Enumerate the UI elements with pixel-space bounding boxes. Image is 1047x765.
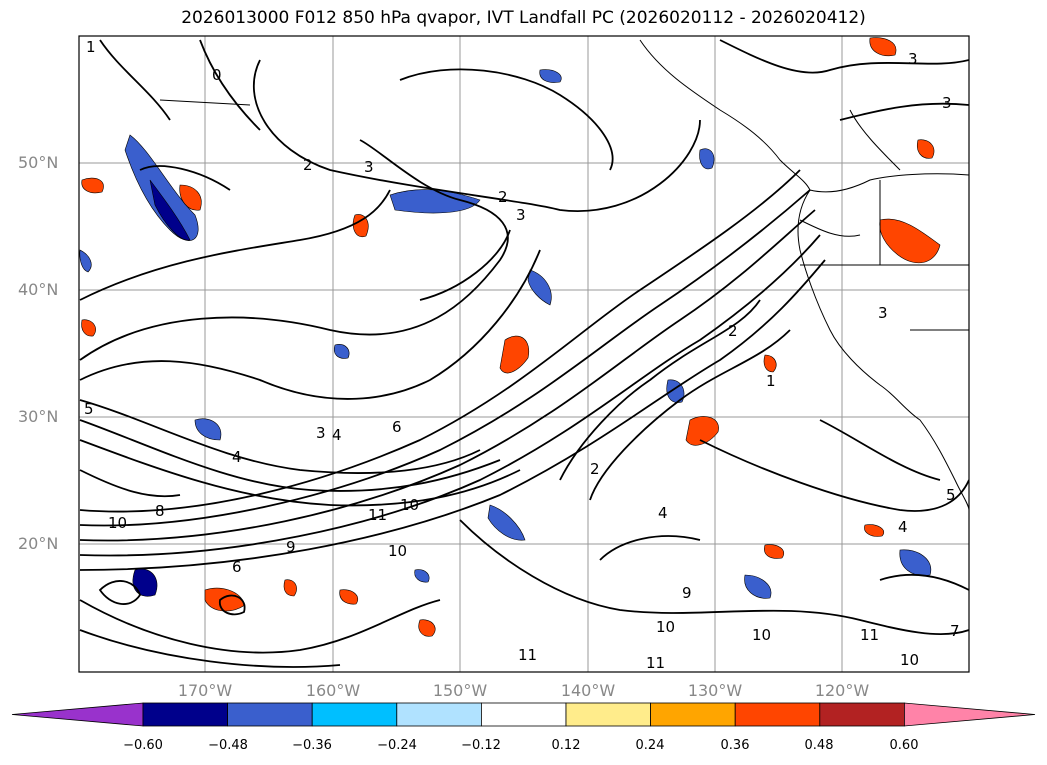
lon-label-170w: 170°W bbox=[177, 681, 233, 700]
colorbar-cell bbox=[819, 702, 905, 727]
contour-label: 4 bbox=[332, 426, 342, 444]
colorbar-tick-label: 0.48 bbox=[804, 738, 834, 753]
lat-label-30n: 30°N bbox=[18, 407, 59, 426]
colorbar-extend-high bbox=[904, 702, 1036, 727]
contour-label: 0 bbox=[212, 66, 222, 84]
colorbar-tick-label: 0.24 bbox=[635, 738, 665, 753]
colorbar-cell bbox=[227, 702, 313, 727]
contour-label: 3 bbox=[516, 206, 526, 224]
qvapor-positive-patches bbox=[81, 37, 941, 637]
colorbar-cell bbox=[650, 702, 736, 727]
colorbar-cell bbox=[311, 702, 398, 727]
colorbar-cell bbox=[734, 702, 821, 727]
contour-label: 3 bbox=[316, 424, 326, 442]
contour-label: 2 bbox=[498, 188, 508, 206]
lon-label-130w: 130°W bbox=[687, 681, 743, 700]
map-area bbox=[79, 36, 969, 672]
contour-label: 5 bbox=[84, 400, 94, 418]
contour-label: 4 bbox=[658, 504, 668, 522]
contour-label: 9 bbox=[682, 584, 692, 602]
lon-label-140w: 140°W bbox=[560, 681, 616, 700]
colorbar-cell bbox=[565, 702, 651, 727]
colorbar-tick-label: 0.12 bbox=[551, 738, 581, 753]
ivt-contours bbox=[79, 39, 969, 668]
contour-label: 1 bbox=[86, 38, 96, 56]
contour-label: 4 bbox=[898, 518, 908, 536]
contour-label: 11 bbox=[518, 646, 537, 664]
contour-label: 1 bbox=[766, 372, 776, 390]
map-title: 2026013000 F012 850 hPa qvapor, IVT Land… bbox=[181, 8, 866, 28]
graticule bbox=[79, 36, 969, 672]
colorbar-tick-label: −0.48 bbox=[208, 738, 248, 753]
contour-label: 10 bbox=[400, 496, 419, 514]
contour-label: 3 bbox=[878, 304, 888, 322]
colorbar-cell bbox=[396, 702, 482, 727]
lat-label-40n: 40°N bbox=[18, 280, 59, 299]
contour-label: 2 bbox=[728, 322, 738, 340]
contour-label: 3 bbox=[908, 50, 918, 68]
lat-label-20n: 20°N bbox=[18, 534, 59, 553]
contour-label: 6 bbox=[392, 418, 402, 436]
map-frame bbox=[78, 35, 970, 673]
contour-label: 9 bbox=[286, 538, 296, 556]
qvapor-negative-patches bbox=[79, 69, 932, 599]
contour-label: 2 bbox=[590, 460, 600, 478]
coastlines bbox=[159, 39, 969, 511]
lon-label-120w: 120°W bbox=[814, 681, 870, 700]
contour-label: 11 bbox=[860, 626, 879, 644]
contour-label: 5 bbox=[946, 486, 956, 504]
colorbar bbox=[11, 702, 1036, 727]
contour-label: 10 bbox=[900, 651, 919, 669]
contour-label: 3 bbox=[364, 158, 374, 176]
contour-label: 2 bbox=[303, 156, 313, 174]
colorbar-tick-label: −0.36 bbox=[292, 738, 332, 753]
lon-label-150w: 150°W bbox=[432, 681, 488, 700]
contour-labels: 1 0 3 2 3 3 3 2 3 2 1 3 4 6 4 8 10 10 11… bbox=[84, 38, 960, 672]
colorbar-cell bbox=[142, 702, 228, 727]
contour-label: 7 bbox=[950, 622, 960, 640]
contour-label: 10 bbox=[108, 514, 127, 532]
colorbar-extend-low bbox=[11, 702, 144, 727]
contour-label: 6 bbox=[232, 558, 242, 576]
lat-label-50n: 50°N bbox=[18, 153, 59, 172]
colorbar-cell bbox=[480, 702, 567, 727]
contour-label: 3 bbox=[942, 94, 952, 112]
contour-label: 10 bbox=[752, 626, 771, 644]
colorbar-tick-label: −0.24 bbox=[377, 738, 417, 753]
contour-label: 4 bbox=[232, 448, 242, 466]
lon-label-160w: 160°W bbox=[305, 681, 361, 700]
contour-label: 11 bbox=[646, 654, 665, 672]
colorbar-tick-label: −0.12 bbox=[461, 738, 501, 753]
colorbar-tick-label: 0.60 bbox=[889, 738, 919, 753]
contour-label: 8 bbox=[155, 502, 165, 520]
contour-label: 10 bbox=[656, 618, 675, 636]
contour-label: 10 bbox=[388, 542, 407, 560]
colorbar-tick-label: −0.60 bbox=[123, 738, 163, 753]
colorbar-tick-label: 0.36 bbox=[720, 738, 750, 753]
contour-label: 11 bbox=[368, 506, 387, 524]
